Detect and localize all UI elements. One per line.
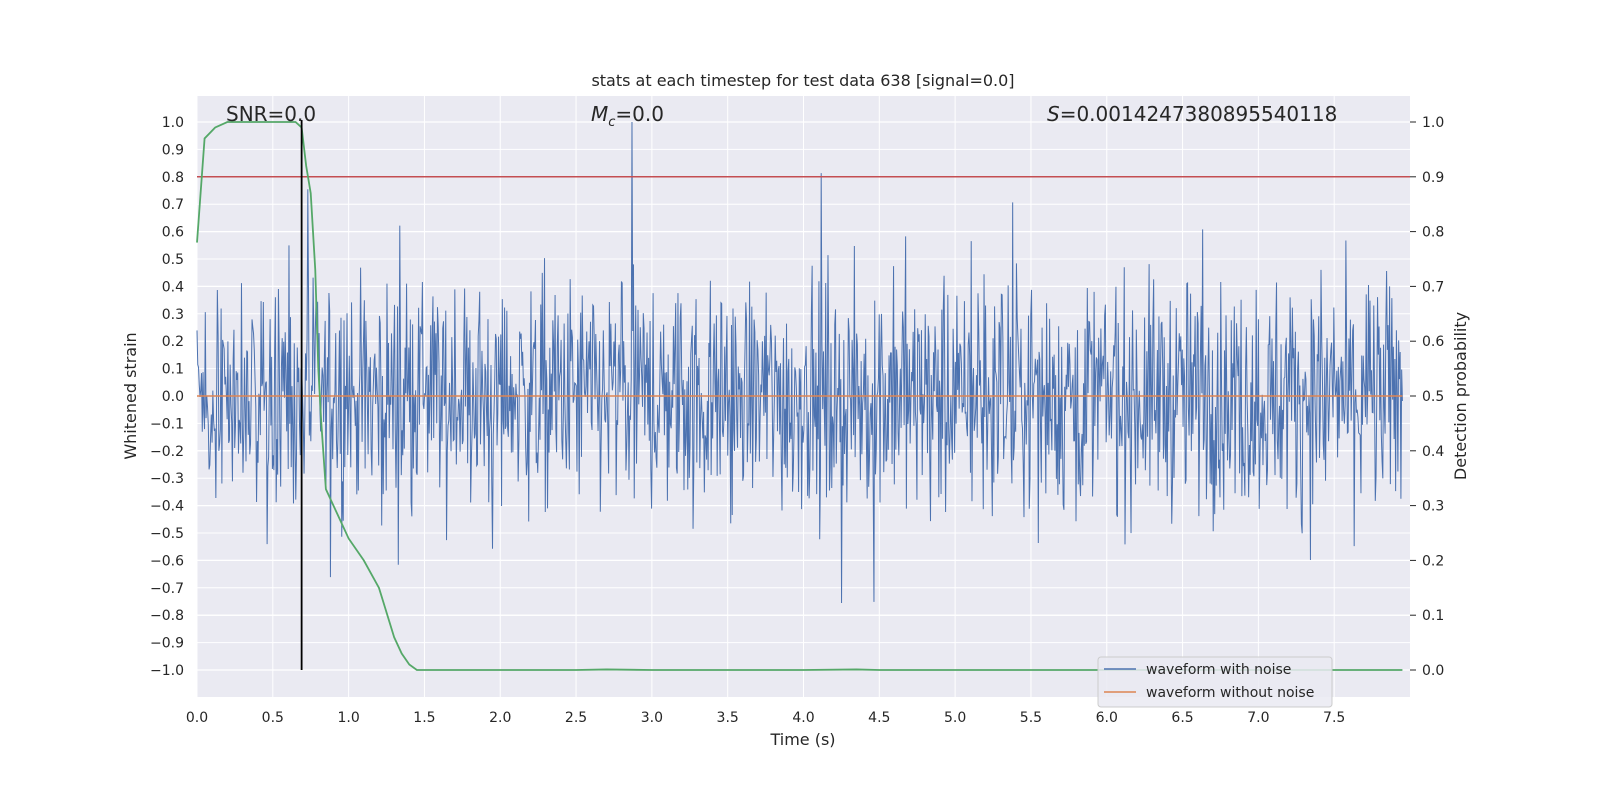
y-tick-label: −0.8 [150,608,184,624]
y-tick-label: −0.6 [150,553,184,569]
y-tick-label: 0.6 [162,225,184,241]
legend: waveform with noise waveform without noi… [1097,656,1333,708]
y-tick-label: −0.9 [150,636,184,652]
s-symbol: S [1047,102,1060,126]
x-axis-label: Time (s) [769,730,835,749]
chart-title: stats at each timestep for test data 638… [591,71,1014,90]
y2-tick-label: 0.5 [1422,389,1444,405]
y-tick-label: −0.3 [150,471,184,487]
x-tick-label: 0.0 [186,710,208,726]
s-value: =0.0014247380895540118 [1060,102,1338,126]
legend-box [1097,656,1333,708]
y-tick-label: 0.2 [162,334,184,350]
y-tick-label: 0.0 [162,389,184,405]
y-tick-label: 0.7 [162,197,184,213]
y2-axis-label: Detection probability [1451,312,1470,480]
x-tick-label: 0.5 [262,710,284,726]
series-layer [196,120,1410,671]
mc-subscript: c [608,115,615,130]
y-tick-label: 0.5 [162,252,184,268]
legend-label-noise: waveform with noise [1146,662,1291,678]
y-tick-label: −0.1 [150,416,184,432]
y-tick-label: 0.4 [162,279,184,295]
axes-layer: 0.0 0.5 1.0 1.5 2.0 2.5 3.0 3.5 4.0 4.5 5.0 5.5 6.0 6… [150,115,1444,726]
x-tick-label: 6.5 [1171,710,1193,726]
y2-tick-label: 1.0 [1422,115,1444,131]
statistic-annotation: S=0.0014247380895540118 [1047,102,1337,126]
series-waveform-with-noise [196,121,1403,604]
y-tick-label: −1.0 [150,663,184,679]
x-tick-label: 5.5 [1020,710,1042,726]
y-tick-label: −0.4 [150,499,184,515]
y2-tick-label: 0.1 [1422,608,1444,624]
y2-tick-label: 0.3 [1422,499,1444,515]
y2-tick-label: 0.7 [1422,279,1444,295]
x-tick-label: 6.0 [1096,710,1118,726]
y2-tick-label: 0.0 [1422,663,1444,679]
legend-label-clean: waveform without noise [1146,685,1314,701]
y2-tick-label: 0.8 [1422,225,1444,241]
chirp-mass-annotation: Mc=0.0 [591,102,664,130]
x-tick-label: 4.5 [868,710,890,726]
y-axis-label: Whitened strain [121,332,140,459]
y-tick-label: 0.3 [162,307,184,323]
y-tick-label: 0.8 [162,170,184,186]
x-tick-label: 4.0 [792,710,814,726]
y-tick-label: −0.5 [150,526,184,542]
x-tick-label: 2.0 [489,710,511,726]
x-tick-label: 7.5 [1323,710,1345,726]
mc-symbol: M [591,102,608,126]
x-tick-label: 3.0 [641,710,663,726]
y2-tick-label: 0.2 [1422,553,1444,569]
y-tick-label: 0.9 [162,142,184,158]
y-tick-label: 0.1 [162,362,184,378]
y2-tick-label: 0.4 [1422,444,1444,460]
x-tick-label: 3.5 [717,710,739,726]
x-tick-label: 2.5 [565,710,587,726]
x-tick-label: 1.0 [337,710,359,726]
y-tick-label: −0.7 [150,581,184,597]
y2-tick-label: 0.9 [1422,170,1444,186]
x-tick-label: 1.5 [413,710,435,726]
x-tick-label: 5.0 [944,710,966,726]
x-tick-label: 7.0 [1247,710,1269,726]
y-tick-label: −0.2 [150,444,184,460]
mc-value: =0.0 [615,102,664,126]
y2-tick-label: 0.6 [1422,334,1444,350]
snr-annotation: SNR=0.0 [226,102,316,126]
series-detection-probability [196,121,1403,671]
y-tick-label: 1.0 [162,115,184,131]
